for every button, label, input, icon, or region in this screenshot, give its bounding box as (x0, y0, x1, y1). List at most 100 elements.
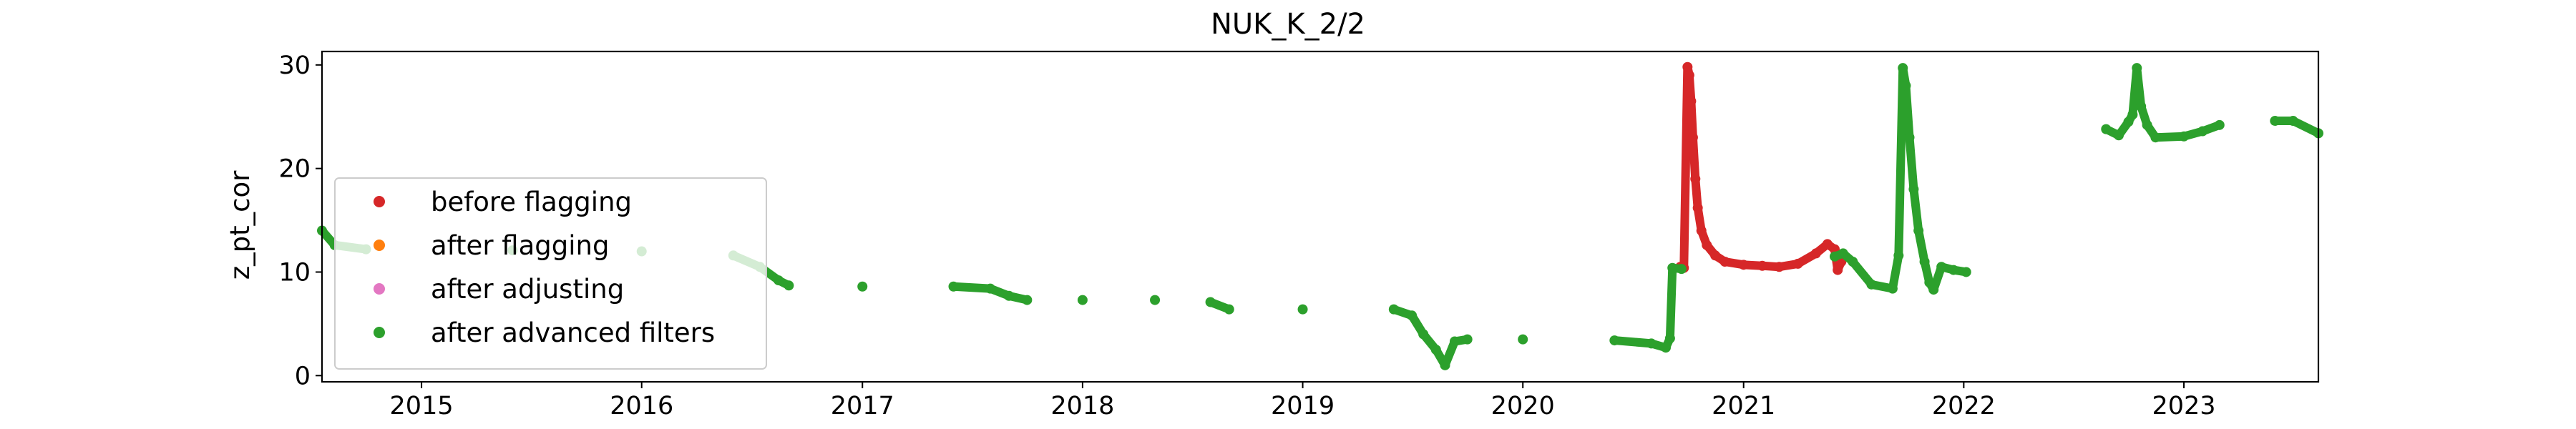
data-point (1936, 262, 1947, 272)
chart-title: NUK_K_2/2 (1211, 8, 1365, 41)
data-point (2150, 132, 2161, 143)
data-point (1961, 267, 1971, 277)
data-point (1077, 295, 1088, 305)
data-point (2197, 126, 2208, 137)
y-tick-label: 0 (295, 362, 311, 390)
data-point (1646, 338, 1657, 349)
x-tick-label: 2020 (1491, 392, 1555, 420)
series-trace-segment (1888, 251, 1903, 293)
data-point (1388, 304, 1399, 315)
series-trace-segment (949, 282, 995, 293)
series-trace-segment (1909, 184, 1923, 235)
data-point (1866, 279, 1877, 290)
data-point (1838, 248, 1848, 259)
x-tick-label: 2015 (390, 392, 454, 420)
data-point (1719, 257, 1730, 267)
series-before-flagging (1675, 61, 1847, 275)
data-point (1687, 132, 1698, 143)
legend-marker (374, 327, 385, 338)
data-point (1901, 80, 1911, 91)
data-point (1913, 225, 1924, 236)
data-point (1667, 262, 1678, 273)
data-point (1004, 290, 1015, 301)
x-tick-label: 2017 (831, 392, 894, 420)
data-point (1664, 333, 1675, 344)
legend-label: after advanced filters (431, 317, 715, 348)
data-point (1710, 250, 1721, 261)
data-point (1682, 61, 1693, 72)
data-point (2136, 101, 2147, 112)
data-point (948, 281, 959, 292)
legend-label: after flagging (431, 230, 609, 261)
plot-area (317, 61, 2323, 370)
data-point (1430, 345, 1441, 355)
data-point (1692, 202, 1703, 213)
data-point (1418, 329, 1429, 340)
data-point (1822, 239, 1833, 250)
series-trace-segment (1687, 97, 1697, 142)
data-point (1919, 257, 1930, 267)
data-point (1833, 265, 1843, 275)
data-point (1449, 336, 1460, 347)
x-tick-label: 2016 (610, 392, 673, 420)
series-trace-segment (1901, 81, 1914, 142)
series-trace-segment (1905, 133, 1918, 194)
data-point (1676, 264, 1687, 275)
legend: before flagging after flagging after adjus… (334, 177, 767, 370)
legend-marker (374, 240, 385, 251)
data-point (1810, 248, 1821, 259)
data-point (1702, 240, 1712, 250)
series-trace-segment (1688, 133, 1700, 184)
x-tick-label: 2023 (2152, 392, 2215, 420)
series-trace-segment (1610, 336, 1656, 348)
series-trace-segment (1914, 226, 1929, 266)
data-point (2270, 116, 2280, 127)
data-point (1738, 260, 1749, 270)
y-axis-label: z_pt_cor (225, 170, 255, 280)
data-point (1893, 250, 1904, 261)
data-point (2114, 130, 2124, 141)
data-point (1297, 304, 1308, 315)
y-tick-label: 30 (278, 51, 311, 80)
data-point (2132, 63, 2142, 74)
y-tick-label: 10 (278, 258, 311, 287)
data-point (857, 281, 868, 292)
legend-marker (374, 196, 385, 207)
data-point (1609, 335, 1620, 346)
legend-box (334, 177, 767, 370)
data-point (1774, 262, 1785, 272)
data-point (1440, 360, 1450, 370)
legend-marker (374, 283, 385, 295)
x-tick-label: 2021 (1712, 392, 1775, 420)
axis-ticks: 2015 2016 2017 2018 2019 2020 2021 2022 2023 0 10 2… (278, 51, 2215, 420)
data-point (1924, 277, 1935, 287)
data-point (1518, 334, 1528, 345)
data-point (1407, 310, 1418, 321)
data-point (774, 275, 784, 286)
data-point (1684, 70, 1694, 81)
data-point (1757, 260, 1767, 271)
data-point (1224, 304, 1234, 315)
data-point (784, 280, 794, 291)
data-point (2288, 116, 2298, 127)
data-point (1462, 334, 1473, 345)
data-point (1150, 295, 1161, 305)
data-point (2142, 119, 2152, 130)
data-point (1908, 184, 1919, 194)
legend-label: before flagging (431, 187, 632, 217)
x-tick-label: 2018 (1050, 392, 1114, 420)
data-point (1848, 257, 1858, 267)
data-point (1898, 63, 1908, 74)
data-point (985, 283, 995, 294)
series-trace-segment (1665, 263, 1677, 343)
legend-label: after adjusting (431, 274, 624, 305)
series-after-advanced-filters (317, 63, 2323, 370)
y-tick-label: 20 (278, 155, 311, 184)
data-point (1948, 265, 1959, 275)
data-point (1904, 132, 1915, 143)
data-point (2127, 109, 2138, 120)
data-point (1887, 283, 1898, 294)
data-point (1696, 225, 1707, 236)
data-point (2123, 117, 2134, 127)
